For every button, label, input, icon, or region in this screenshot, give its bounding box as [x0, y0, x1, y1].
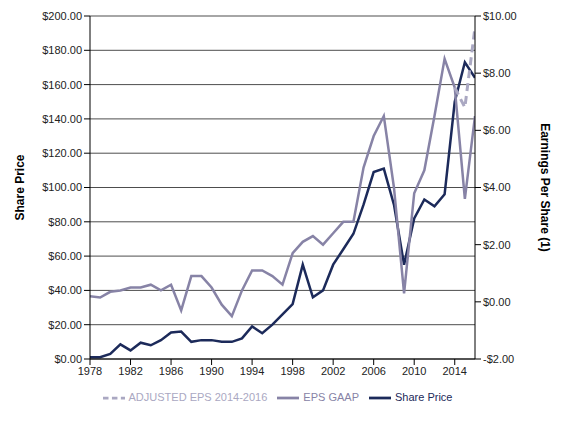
svg-text:Earnings Per Share (1): Earnings Per Share (1): [538, 123, 552, 252]
svg-text:$120.00: $120.00: [42, 147, 82, 159]
svg-text:$0.00: $0.00: [54, 353, 82, 365]
svg-text:$10.00: $10.00: [483, 10, 517, 22]
svg-text:$160.00: $160.00: [42, 79, 82, 91]
html-text:EPS GAAP: EPS GAAP: [303, 390, 359, 403]
svg-text:2010: 2010: [402, 365, 426, 377]
svg-text:$80.00: $80.00: [48, 216, 82, 228]
html-text:Share Price: Share Price: [395, 390, 453, 403]
svg-text:$40.00: $40.00: [48, 284, 82, 296]
svg-text:1990: 1990: [199, 365, 223, 377]
svg-text:1982: 1982: [118, 365, 142, 377]
svg-text:1994: 1994: [240, 365, 264, 377]
html-text:ADJUSTED EPS 2014-2016: ADJUSTED EPS 2014-2016: [128, 390, 268, 403]
svg-text:-$2.00: -$2.00: [483, 353, 514, 365]
svg-text:$20.00: $20.00: [48, 319, 82, 331]
svg-text:$4.00: $4.00: [483, 181, 511, 193]
svg-text:$8.00: $8.00: [483, 67, 511, 79]
svg-text:1986: 1986: [159, 365, 183, 377]
svg-text:$180.00: $180.00: [42, 44, 82, 56]
svg-text:$100.00: $100.00: [42, 181, 82, 193]
svg-text:$60.00: $60.00: [48, 250, 82, 262]
svg-text:2006: 2006: [361, 365, 385, 377]
svg-text:$2.00: $2.00: [483, 239, 511, 251]
svg-text:2014: 2014: [442, 365, 466, 377]
svg-text:$200.00: $200.00: [42, 10, 82, 22]
svg-text:$140.00: $140.00: [42, 113, 82, 125]
svg-text:$0.00: $0.00: [483, 296, 511, 308]
svg-text:Share Price: Share Price: [13, 154, 27, 220]
svg-text:$6.00: $6.00: [483, 124, 511, 136]
svg-text:1978: 1978: [78, 365, 102, 377]
svg-text:2002: 2002: [321, 365, 345, 377]
svg-text:1998: 1998: [280, 365, 304, 377]
